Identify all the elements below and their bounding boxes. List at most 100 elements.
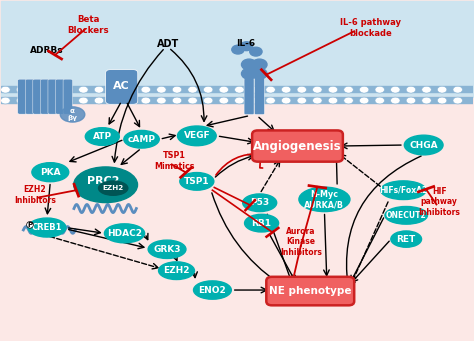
Circle shape	[344, 97, 353, 104]
FancyBboxPatch shape	[25, 79, 35, 114]
Circle shape	[172, 97, 182, 104]
FancyBboxPatch shape	[63, 79, 73, 114]
Circle shape	[141, 86, 151, 93]
Ellipse shape	[193, 281, 231, 299]
Text: HDAC2: HDAC2	[107, 229, 142, 238]
Ellipse shape	[177, 126, 216, 146]
Circle shape	[438, 86, 447, 93]
Circle shape	[250, 86, 260, 93]
Circle shape	[313, 86, 322, 93]
Text: IL-6: IL-6	[236, 39, 255, 48]
Text: cAMP: cAMP	[128, 135, 155, 144]
Text: PKA: PKA	[40, 168, 61, 177]
FancyBboxPatch shape	[255, 78, 264, 115]
Circle shape	[126, 97, 135, 104]
Text: PRC2: PRC2	[88, 176, 120, 186]
Circle shape	[47, 86, 57, 93]
Circle shape	[266, 86, 275, 93]
Circle shape	[359, 86, 369, 93]
Ellipse shape	[32, 163, 69, 182]
Circle shape	[406, 86, 416, 93]
Ellipse shape	[180, 173, 214, 190]
Text: EZH2: EZH2	[102, 185, 124, 191]
Circle shape	[241, 59, 256, 70]
Circle shape	[188, 97, 197, 104]
Circle shape	[126, 86, 135, 93]
FancyBboxPatch shape	[244, 78, 254, 115]
FancyBboxPatch shape	[252, 130, 343, 162]
Circle shape	[235, 86, 244, 93]
Circle shape	[282, 97, 291, 104]
Circle shape	[252, 68, 267, 79]
Circle shape	[375, 86, 384, 93]
Circle shape	[297, 97, 307, 104]
Ellipse shape	[60, 107, 85, 122]
Text: N-Myc
AURKA/B: N-Myc AURKA/B	[304, 190, 345, 209]
Text: GRK3: GRK3	[153, 245, 181, 254]
Circle shape	[0, 86, 10, 93]
Ellipse shape	[104, 224, 145, 243]
Circle shape	[359, 97, 369, 104]
Circle shape	[79, 86, 88, 93]
Circle shape	[297, 86, 307, 93]
Text: P: P	[27, 222, 33, 228]
Circle shape	[252, 59, 267, 70]
Text: ENO2: ENO2	[199, 285, 226, 295]
Circle shape	[422, 86, 431, 93]
Circle shape	[188, 86, 197, 93]
Text: VEGF: VEGF	[183, 131, 210, 140]
Ellipse shape	[158, 262, 194, 280]
Circle shape	[235, 97, 244, 104]
Circle shape	[94, 97, 104, 104]
Circle shape	[438, 97, 447, 104]
Circle shape	[453, 97, 463, 104]
FancyBboxPatch shape	[55, 79, 65, 114]
Text: HIFs/FoxA2: HIFs/FoxA2	[379, 186, 428, 195]
Bar	[0, 86, 474, 92]
Text: Aurora
Kinase
Inhibitors: Aurora Kinase Inhibitors	[280, 227, 322, 257]
Circle shape	[79, 97, 88, 104]
Ellipse shape	[85, 128, 119, 145]
Text: Angiogenesis: Angiogenesis	[253, 139, 342, 152]
Circle shape	[110, 86, 119, 93]
Text: EZH2: EZH2	[163, 266, 190, 275]
Ellipse shape	[148, 240, 186, 258]
Circle shape	[375, 97, 384, 104]
Circle shape	[241, 68, 256, 79]
Circle shape	[313, 97, 322, 104]
FancyBboxPatch shape	[48, 79, 57, 114]
Text: P53: P53	[250, 198, 269, 207]
Text: CREB1: CREB1	[32, 223, 62, 232]
Text: HIF
pathway
Inhibitors: HIF pathway Inhibitors	[419, 187, 460, 217]
Text: ATP: ATP	[93, 132, 112, 141]
Circle shape	[32, 97, 41, 104]
Circle shape	[156, 86, 166, 93]
Circle shape	[422, 97, 431, 104]
Ellipse shape	[391, 231, 421, 247]
Circle shape	[232, 45, 244, 54]
Circle shape	[328, 86, 337, 93]
FancyBboxPatch shape	[40, 79, 50, 114]
Circle shape	[0, 97, 10, 104]
Text: EZH2
Inhibitors: EZH2 Inhibitors	[14, 185, 55, 205]
Bar	[0, 1, 474, 98]
Ellipse shape	[299, 187, 350, 212]
Circle shape	[250, 97, 260, 104]
Circle shape	[282, 86, 291, 93]
Text: RB1: RB1	[252, 219, 272, 228]
Circle shape	[16, 86, 26, 93]
Circle shape	[250, 47, 262, 56]
Text: TSP1
Mimetics: TSP1 Mimetics	[155, 151, 195, 171]
Ellipse shape	[404, 135, 443, 155]
Circle shape	[63, 86, 73, 93]
Text: AC: AC	[113, 80, 130, 91]
Ellipse shape	[245, 214, 279, 232]
Circle shape	[94, 86, 104, 93]
Circle shape	[266, 97, 275, 104]
Text: ONECUT2: ONECUT2	[386, 211, 427, 220]
Circle shape	[172, 86, 182, 93]
Text: IL-6 pathway
blockade: IL-6 pathway blockade	[340, 18, 401, 38]
Circle shape	[203, 97, 213, 104]
Circle shape	[16, 97, 26, 104]
Ellipse shape	[243, 194, 277, 212]
